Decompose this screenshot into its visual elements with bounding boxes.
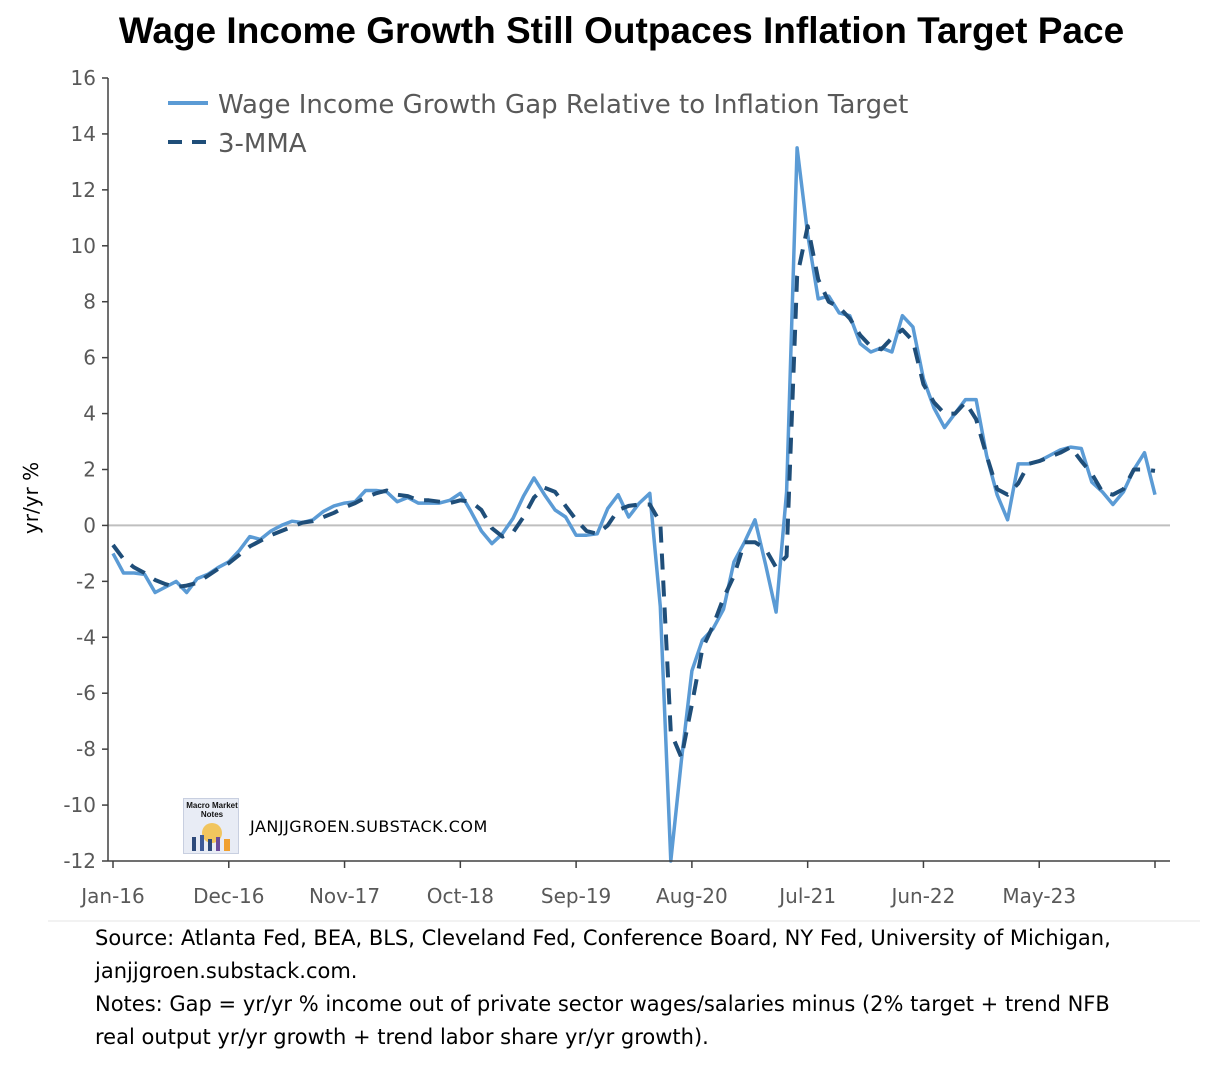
- y-tick-label: 8: [83, 290, 96, 314]
- y-tick-label: -8: [76, 737, 96, 761]
- x-tick-label: Oct-18: [427, 884, 494, 908]
- legend-label-series-1: Wage Income Growth Gap Relative to Infla…: [218, 90, 908, 120]
- source-line-1: Source: Atlanta Fed, BEA, BLS, Cleveland…: [95, 926, 1111, 950]
- notes-line-1: Notes: Gap = yr/yr % income out of priva…: [95, 992, 1110, 1016]
- chart-series: [111, 146, 1157, 863]
- macro-market-notes-logo: Macro Market Notes: [183, 798, 239, 854]
- x-tick-label: Sep-19: [541, 884, 611, 908]
- y-tick-label: 6: [83, 346, 96, 370]
- x-tick-label: Nov-17: [309, 884, 380, 908]
- y-tick-label: -10: [63, 793, 96, 817]
- y-tick-label: -6: [76, 681, 96, 705]
- y-axis-ticks: -12 -10 -8 -6 -4 -2 0 2 4 6 8 10 12 14 16: [63, 66, 108, 873]
- chart-title: Wage Income Growth Still Outpaces Inflat…: [118, 10, 1125, 51]
- y-tick-label: 10: [71, 234, 96, 258]
- notes-line-2: real output yr/yr growth + trend labor s…: [95, 1025, 709, 1049]
- y-tick-label: 12: [71, 178, 96, 202]
- y-axis-label: yr/yr %: [19, 462, 43, 534]
- y-tick-label: 16: [71, 66, 96, 90]
- logo-text: Macro Market Notes: [186, 801, 238, 819]
- chart-axes: [107, 78, 1170, 862]
- y-tick-label: 2: [83, 458, 96, 482]
- chart-legend: Wage Income Growth Gap Relative to Infla…: [168, 90, 908, 159]
- x-tick-label: Jul-21: [777, 884, 836, 908]
- x-tick-label: May-23: [1002, 884, 1076, 908]
- x-tick-label: Jan-16: [79, 884, 145, 908]
- y-tick-label: 14: [71, 122, 96, 146]
- x-tick-label: Aug-20: [656, 884, 728, 908]
- series-line-3mma: [111, 224, 1156, 760]
- watermark-text: JANJJGROEN.SUBSTACK.COM: [249, 817, 488, 836]
- y-tick-label: -12: [63, 849, 96, 873]
- y-tick-label: 4: [83, 402, 96, 426]
- y-tick-label: -2: [76, 569, 96, 593]
- series-line-wage-gap: [111, 146, 1157, 863]
- y-tick-label: 0: [83, 513, 96, 537]
- legend-label-series-2: 3-MMA: [218, 129, 307, 159]
- x-tick-label: Dec-16: [193, 884, 264, 908]
- y-tick-label: -4: [76, 625, 96, 649]
- x-axis-ticks: Jan-16 Dec-16 Nov-17 Oct-18 Sep-19 Aug-20 Jul-…: [79, 861, 1156, 908]
- x-tick-label: Jun-22: [889, 884, 955, 908]
- source-line-2: janjjgroen.substack.com.: [95, 959, 358, 983]
- line-chart: -12 -10 -8 -6 -4 -2 0 2 4 6 8 10 12 14 16 Jan-16 Dec-16…: [19, 66, 1200, 922]
- chart-footer: Source: Atlanta Fed, BEA, BLS, Cleveland…: [95, 922, 1195, 1054]
